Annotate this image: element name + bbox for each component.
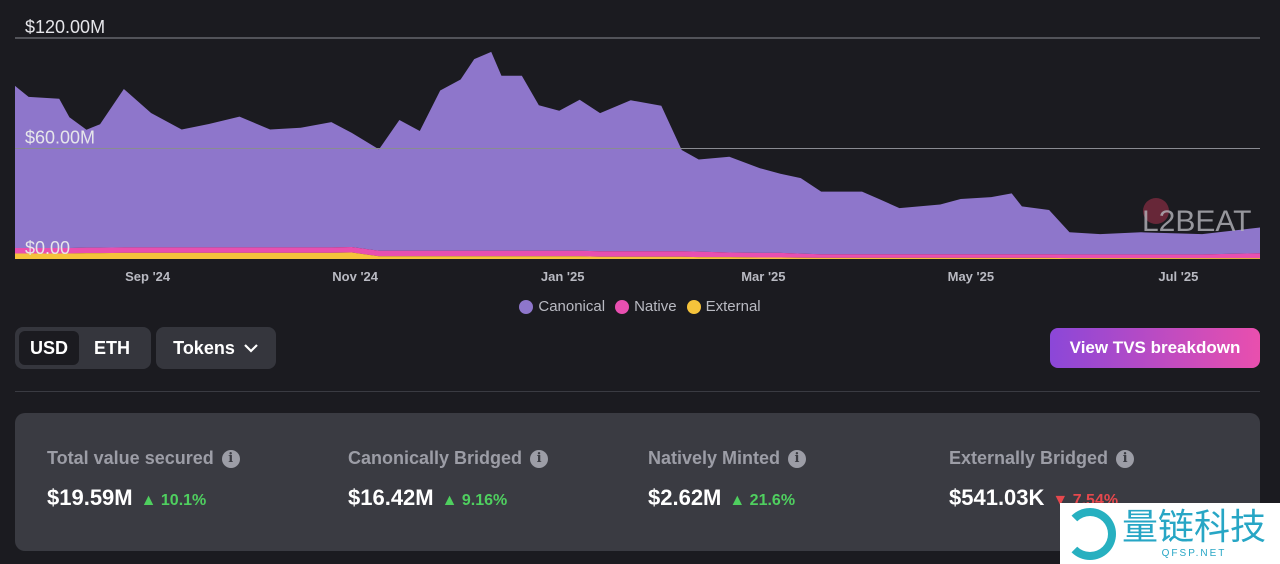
legend-label: External [705, 298, 761, 315]
stat-externally-bridged: Externally Bridged i $541.03K ▼ 7.54% [949, 448, 1135, 511]
legend-label: Canonical [538, 298, 606, 315]
stat-natively-minted: Natively Minted i $2.62M ▲ 21.6% [648, 448, 807, 511]
stat-label: Externally Bridged [949, 448, 1109, 468]
area-external [15, 252, 1260, 259]
canonical-swatch [519, 299, 534, 314]
change-value: 10.1% [160, 492, 207, 509]
native-swatch [615, 299, 630, 314]
watermark-text: 量链科技 [1122, 507, 1267, 548]
tokens-dropdown[interactable]: Tokens [156, 327, 276, 369]
overlay-watermark: 量链科技 QFSP.NET [1060, 503, 1280, 564]
eth-option[interactable]: ETH [94, 337, 131, 358]
legend-item-native[interactable]: Native [615, 298, 677, 315]
tvs-area-chart: $0.00 $60.00M $120.00M Sep '24 Nov '24 Jan '2… [15, 17, 1260, 284]
l2beat-heart-icon [1143, 198, 1169, 224]
chevron-down-icon [244, 344, 258, 353]
legend-label: Native [634, 298, 677, 315]
external-swatch [686, 299, 701, 314]
y-tick-label: $120.00M [25, 17, 105, 37]
view-tvs-breakdown-button[interactable]: View TVS breakdown [1050, 328, 1260, 368]
watermark-logo-icon [1064, 507, 1116, 560]
tokens-label: Tokens [173, 337, 235, 358]
stat-change: ▲ 10.1% [140, 492, 207, 509]
usd-option[interactable]: USD [19, 331, 80, 365]
x-tick-label: May '25 [948, 269, 994, 284]
legend-item-external[interactable]: External [686, 298, 761, 315]
info-icon[interactable]: i [788, 449, 807, 468]
currency-toggle: USD ETH [15, 327, 151, 369]
stat-canonically-bridged: Canonically Bridged i $16.42M ▲ 9.16% [348, 448, 549, 511]
watermark-subtext: QFSP.NET [1161, 548, 1227, 559]
stats-card: Total value secured i $19.59M ▲ 10.1% Cano… [15, 413, 1260, 551]
divider [15, 391, 1260, 392]
stat-label: Natively Minted [648, 448, 781, 468]
stat-value: $19.59M [47, 485, 133, 510]
y-tick-label: $0.00 [25, 238, 70, 258]
x-tick-label: Nov '24 [332, 269, 378, 284]
stat-label: Total value secured [47, 448, 214, 468]
stat-change: ▲ 21.6% [729, 492, 796, 509]
stat-total-value-secured: Total value secured i $19.59M ▲ 10.1% [47, 448, 240, 511]
chart-legend: Canonical Native External [0, 298, 1280, 315]
legend-item-canonical[interactable]: Canonical [519, 298, 605, 315]
x-tick-label: Jul '25 [1158, 269, 1198, 284]
info-icon[interactable]: i [221, 449, 240, 468]
info-icon[interactable]: i [1116, 449, 1135, 468]
stat-value: $16.42M [348, 485, 434, 510]
x-tick-label: Mar '25 [741, 269, 785, 284]
x-tick-label: Sep '24 [125, 269, 171, 284]
l2beat-watermark: L2BEAT [1142, 205, 1252, 238]
x-tick-label: Jan '25 [541, 269, 585, 284]
y-tick-label: $60.00M [25, 128, 95, 148]
change-value: 21.6% [749, 492, 796, 509]
area-native [15, 247, 1260, 259]
stat-value: $2.62M [648, 485, 722, 510]
info-icon[interactable]: i [530, 449, 549, 468]
stat-change: ▲ 9.16% [441, 492, 508, 509]
stat-value: $541.03K [949, 485, 1045, 510]
change-value: 9.16% [461, 492, 508, 509]
stat-label: Canonically Bridged [348, 448, 523, 468]
area-canonical [15, 51, 1260, 255]
